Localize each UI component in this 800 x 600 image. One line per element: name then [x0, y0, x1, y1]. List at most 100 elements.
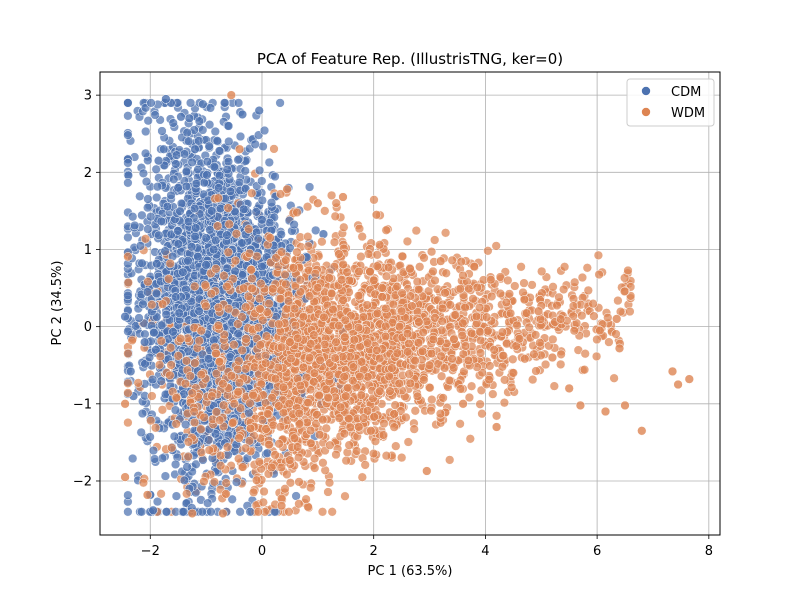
point-wdm	[156, 489, 166, 499]
point-cdm	[162, 201, 173, 212]
point-cdm	[137, 408, 148, 419]
point-cdm	[143, 224, 153, 234]
point-wdm	[591, 351, 602, 362]
point-cdm	[257, 215, 267, 225]
point-wdm	[579, 365, 590, 375]
point-cdm	[222, 164, 232, 175]
point-cdm	[123, 98, 133, 108]
point-cdm	[138, 168, 149, 178]
point-cdm	[190, 231, 200, 242]
point-cdm	[150, 110, 160, 120]
point-cdm	[123, 111, 133, 121]
point-wdm	[458, 270, 468, 281]
point-cdm	[207, 206, 217, 216]
point-wdm	[441, 268, 451, 278]
point-cdm	[141, 176, 152, 187]
point-cdm	[176, 112, 186, 122]
point-cdm	[146, 212, 156, 222]
point-cdm	[140, 329, 150, 339]
point-wdm	[326, 190, 337, 201]
point-cdm	[148, 505, 158, 515]
point-cdm	[193, 251, 203, 262]
point-wdm	[527, 280, 537, 290]
point-cdm	[223, 156, 234, 167]
point-cdm	[231, 477, 242, 487]
point-cdm	[251, 207, 261, 217]
point-wdm	[611, 329, 621, 339]
point-cdm	[270, 171, 280, 182]
point-wdm	[549, 381, 559, 391]
point-cdm	[223, 121, 234, 131]
point-wdm	[613, 295, 623, 306]
point-cdm	[126, 366, 136, 377]
point-cdm	[184, 113, 195, 123]
point-wdm	[609, 373, 619, 383]
point-cdm	[171, 159, 181, 169]
point-cdm	[201, 233, 211, 243]
point-wdm	[465, 434, 475, 444]
point-cdm	[206, 507, 216, 517]
point-wdm	[317, 507, 328, 517]
point-wdm	[419, 253, 429, 263]
point-wdm	[556, 359, 566, 370]
point-wdm	[196, 447, 207, 458]
point-cdm	[159, 144, 169, 154]
point-wdm	[231, 229, 242, 239]
point-cdm	[212, 136, 222, 146]
point-cdm	[151, 164, 161, 174]
point-wdm	[524, 322, 534, 332]
point-wdm	[224, 219, 234, 229]
point-cdm	[289, 219, 299, 230]
point-cdm	[211, 235, 221, 246]
point-cdm	[123, 232, 133, 243]
point-cdm	[250, 139, 260, 149]
point-cdm	[237, 238, 247, 248]
point-cdm	[198, 455, 208, 465]
point-cdm	[209, 244, 219, 255]
point-wdm	[143, 277, 153, 287]
point-cdm	[191, 179, 202, 189]
point-cdm	[157, 320, 167, 330]
point-cdm	[183, 136, 194, 146]
point-wdm	[381, 225, 391, 235]
point-cdm	[161, 309, 171, 320]
point-cdm	[152, 496, 163, 507]
point-cdm	[142, 287, 153, 297]
point-cdm	[213, 183, 224, 193]
point-wdm	[485, 361, 495, 371]
point-cdm	[182, 127, 192, 138]
point-cdm	[258, 141, 268, 152]
point-wdm	[604, 337, 614, 347]
point-cdm	[202, 170, 212, 180]
points-layer	[120, 90, 694, 519]
point-cdm	[141, 126, 151, 137]
point-cdm	[262, 448, 272, 458]
point-wdm	[391, 441, 401, 451]
point-cdm	[156, 216, 166, 226]
point-wdm	[274, 439, 284, 449]
point-cdm	[187, 242, 197, 252]
point-wdm	[154, 360, 165, 370]
point-cdm	[181, 419, 191, 430]
point-cdm	[173, 183, 183, 193]
point-cdm	[194, 136, 204, 146]
point-cdm	[233, 98, 244, 108]
point-cdm	[266, 198, 277, 208]
point-wdm	[164, 274, 174, 284]
point-cdm	[175, 206, 185, 216]
point-cdm	[190, 144, 200, 154]
point-wdm	[157, 405, 168, 415]
point-cdm	[149, 454, 160, 464]
point-wdm	[488, 389, 498, 399]
point-cdm	[140, 337, 150, 347]
point-cdm	[123, 130, 133, 140]
point-cdm	[160, 246, 170, 256]
point-cdm	[197, 507, 207, 517]
point-cdm	[183, 216, 194, 227]
point-wdm	[310, 463, 320, 473]
point-cdm	[143, 202, 153, 213]
point-wdm	[189, 417, 200, 428]
point-cdm	[259, 125, 270, 136]
point-cdm	[123, 326, 133, 337]
point-cdm	[182, 462, 192, 472]
